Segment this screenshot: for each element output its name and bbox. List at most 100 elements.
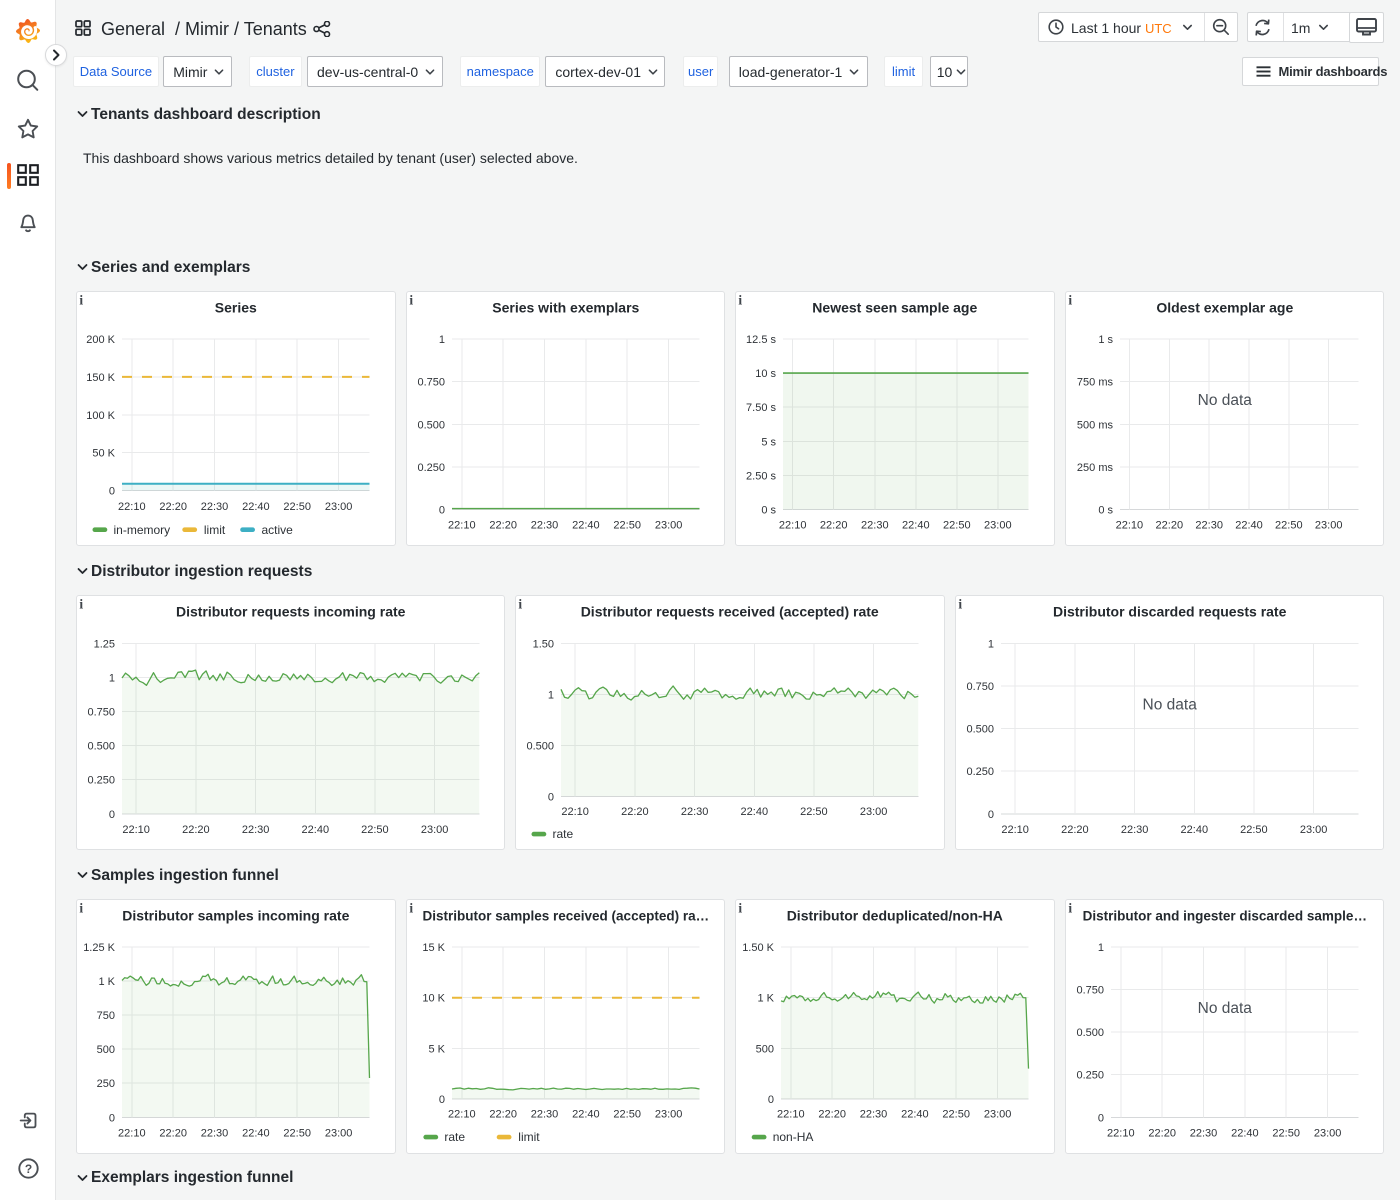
- svg-text:0.750: 0.750: [1076, 985, 1104, 997]
- svg-text:i: i: [1068, 901, 1072, 916]
- svg-text:0.250: 0.250: [1076, 1070, 1104, 1082]
- svg-text:22:50: 22:50: [942, 1109, 970, 1121]
- svg-text:22:10: 22:10: [1115, 520, 1143, 532]
- svg-text:5 K: 5 K: [428, 1043, 445, 1055]
- svg-text:23:00: 23:00: [325, 501, 353, 513]
- svg-text:1: 1: [109, 672, 115, 684]
- svg-text:250 ms: 250 ms: [1076, 462, 1113, 474]
- svg-text:22:10: 22:10: [448, 1109, 476, 1121]
- svg-text:15 K: 15 K: [422, 942, 445, 954]
- svg-text:0.750: 0.750: [87, 706, 115, 718]
- svg-text:22:20: 22:20: [818, 1109, 846, 1121]
- svg-text:22:20: 22:20: [1148, 1128, 1176, 1140]
- svg-text:22:40: 22:40: [1235, 520, 1263, 532]
- svg-text:Series with exemplars: Series with exemplars: [492, 300, 639, 316]
- svg-text:5 s: 5 s: [761, 436, 776, 448]
- svg-text:1 s: 1 s: [1098, 334, 1113, 346]
- svg-text:1: 1: [1097, 942, 1103, 954]
- svg-text:limit: limit: [518, 1130, 540, 1144]
- svg-text:22:30: 22:30: [530, 1109, 558, 1121]
- svg-text:0.250: 0.250: [417, 462, 445, 474]
- svg-text:22:50: 22:50: [943, 520, 971, 532]
- svg-text:0.500: 0.500: [966, 723, 994, 735]
- svg-text:22:20: 22:20: [159, 1128, 187, 1140]
- svg-text:22:30: 22:30: [201, 1128, 229, 1140]
- svg-text:Distributor and ingester disca: Distributor and ingester discarded sampl…: [1082, 909, 1366, 924]
- svg-text:in-memory: in-memory: [114, 523, 171, 537]
- svg-text:22:10: 22:10: [777, 1109, 805, 1121]
- svg-text:0: 0: [1097, 1112, 1103, 1124]
- svg-text:1 K: 1 K: [98, 976, 115, 988]
- svg-text:23:00: 23:00: [984, 1109, 1012, 1121]
- svg-text:22:50: 22:50: [361, 824, 389, 836]
- svg-text:22:20: 22:20: [1061, 824, 1089, 836]
- svg-text:22:50: 22:50: [283, 1128, 311, 1140]
- svg-text:22:40: 22:40: [902, 520, 930, 532]
- svg-text:22:10: 22:10: [1107, 1128, 1135, 1140]
- svg-text:22:40: 22:40: [572, 520, 600, 532]
- svg-text:23:00: 23:00: [984, 520, 1012, 532]
- svg-text:1.50 K: 1.50 K: [742, 942, 774, 954]
- svg-text:22:40: 22:40: [572, 1109, 600, 1121]
- svg-text:0: 0: [438, 505, 444, 517]
- svg-text:0.500: 0.500: [1076, 1027, 1104, 1039]
- svg-text:0.500: 0.500: [87, 740, 115, 752]
- svg-text:0: 0: [768, 1094, 774, 1106]
- svg-text:active: active: [262, 523, 294, 537]
- svg-text:i: i: [409, 293, 413, 308]
- svg-text:22:30: 22:30: [681, 806, 709, 818]
- svg-text:22:10: 22:10: [448, 520, 476, 532]
- svg-text:0: 0: [548, 791, 554, 803]
- svg-text:1 K: 1 K: [757, 993, 774, 1005]
- svg-text:0: 0: [109, 486, 115, 498]
- svg-text:500 ms: 500 ms: [1076, 419, 1113, 431]
- svg-text:22:20: 22:20: [489, 1109, 517, 1121]
- svg-text:rate: rate: [444, 1130, 465, 1144]
- svg-text:Distributor discarded requests: Distributor discarded requests rate: [1053, 603, 1287, 619]
- svg-text:No data: No data: [1197, 1000, 1252, 1017]
- svg-text:150 K: 150 K: [86, 372, 115, 384]
- svg-text:2.50 s: 2.50 s: [746, 470, 776, 482]
- svg-text:22:10: 22:10: [562, 806, 590, 818]
- svg-text:0.750: 0.750: [966, 681, 994, 693]
- svg-text:23:00: 23:00: [1300, 824, 1328, 836]
- svg-text:10 s: 10 s: [755, 368, 776, 380]
- svg-text:i: i: [79, 293, 83, 308]
- svg-text:22:20: 22:20: [159, 501, 187, 513]
- svg-text:Oldest exemplar age: Oldest exemplar age: [1156, 300, 1293, 316]
- svg-text:0 s: 0 s: [1098, 505, 1113, 517]
- svg-text:23:00: 23:00: [421, 824, 449, 836]
- svg-text:22:20: 22:20: [820, 520, 848, 532]
- svg-text:22:50: 22:50: [1275, 520, 1303, 532]
- svg-text:23:00: 23:00: [654, 520, 682, 532]
- svg-text:Newest seen sample age: Newest seen sample age: [812, 300, 977, 316]
- svg-text:22:10: 22:10: [118, 501, 146, 513]
- svg-text:1.25 K: 1.25 K: [83, 942, 115, 954]
- svg-text:50 K: 50 K: [92, 448, 115, 460]
- svg-text:23:00: 23:00: [1314, 520, 1342, 532]
- svg-text:i: i: [79, 596, 83, 611]
- svg-text:rate: rate: [553, 827, 574, 841]
- svg-text:22:40: 22:40: [242, 501, 270, 513]
- svg-text:Distributor deduplicated/non-H: Distributor deduplicated/non-HA: [787, 908, 1003, 924]
- svg-text:500: 500: [756, 1043, 774, 1055]
- svg-text:0.500: 0.500: [417, 419, 445, 431]
- svg-text:22:30: 22:30: [1121, 824, 1149, 836]
- svg-text:250: 250: [97, 1078, 115, 1090]
- svg-text:1: 1: [438, 334, 444, 346]
- svg-text:1.50: 1.50: [533, 638, 554, 650]
- svg-text:22:30: 22:30: [201, 501, 229, 513]
- svg-text:0.500: 0.500: [527, 740, 555, 752]
- svg-text:22:40: 22:40: [741, 806, 769, 818]
- svg-text:non-HA: non-HA: [773, 1130, 814, 1144]
- svg-text:22:30: 22:30: [1195, 520, 1223, 532]
- svg-text:i: i: [409, 901, 413, 916]
- svg-text:i: i: [958, 596, 962, 611]
- svg-text:i: i: [738, 901, 742, 916]
- svg-text:23:00: 23:00: [325, 1128, 353, 1140]
- svg-text:No data: No data: [1142, 696, 1197, 713]
- svg-text:22:20: 22:20: [489, 520, 517, 532]
- svg-text:i: i: [519, 596, 523, 611]
- svg-text:7.50 s: 7.50 s: [746, 402, 776, 414]
- svg-text:22:40: 22:40: [1180, 824, 1208, 836]
